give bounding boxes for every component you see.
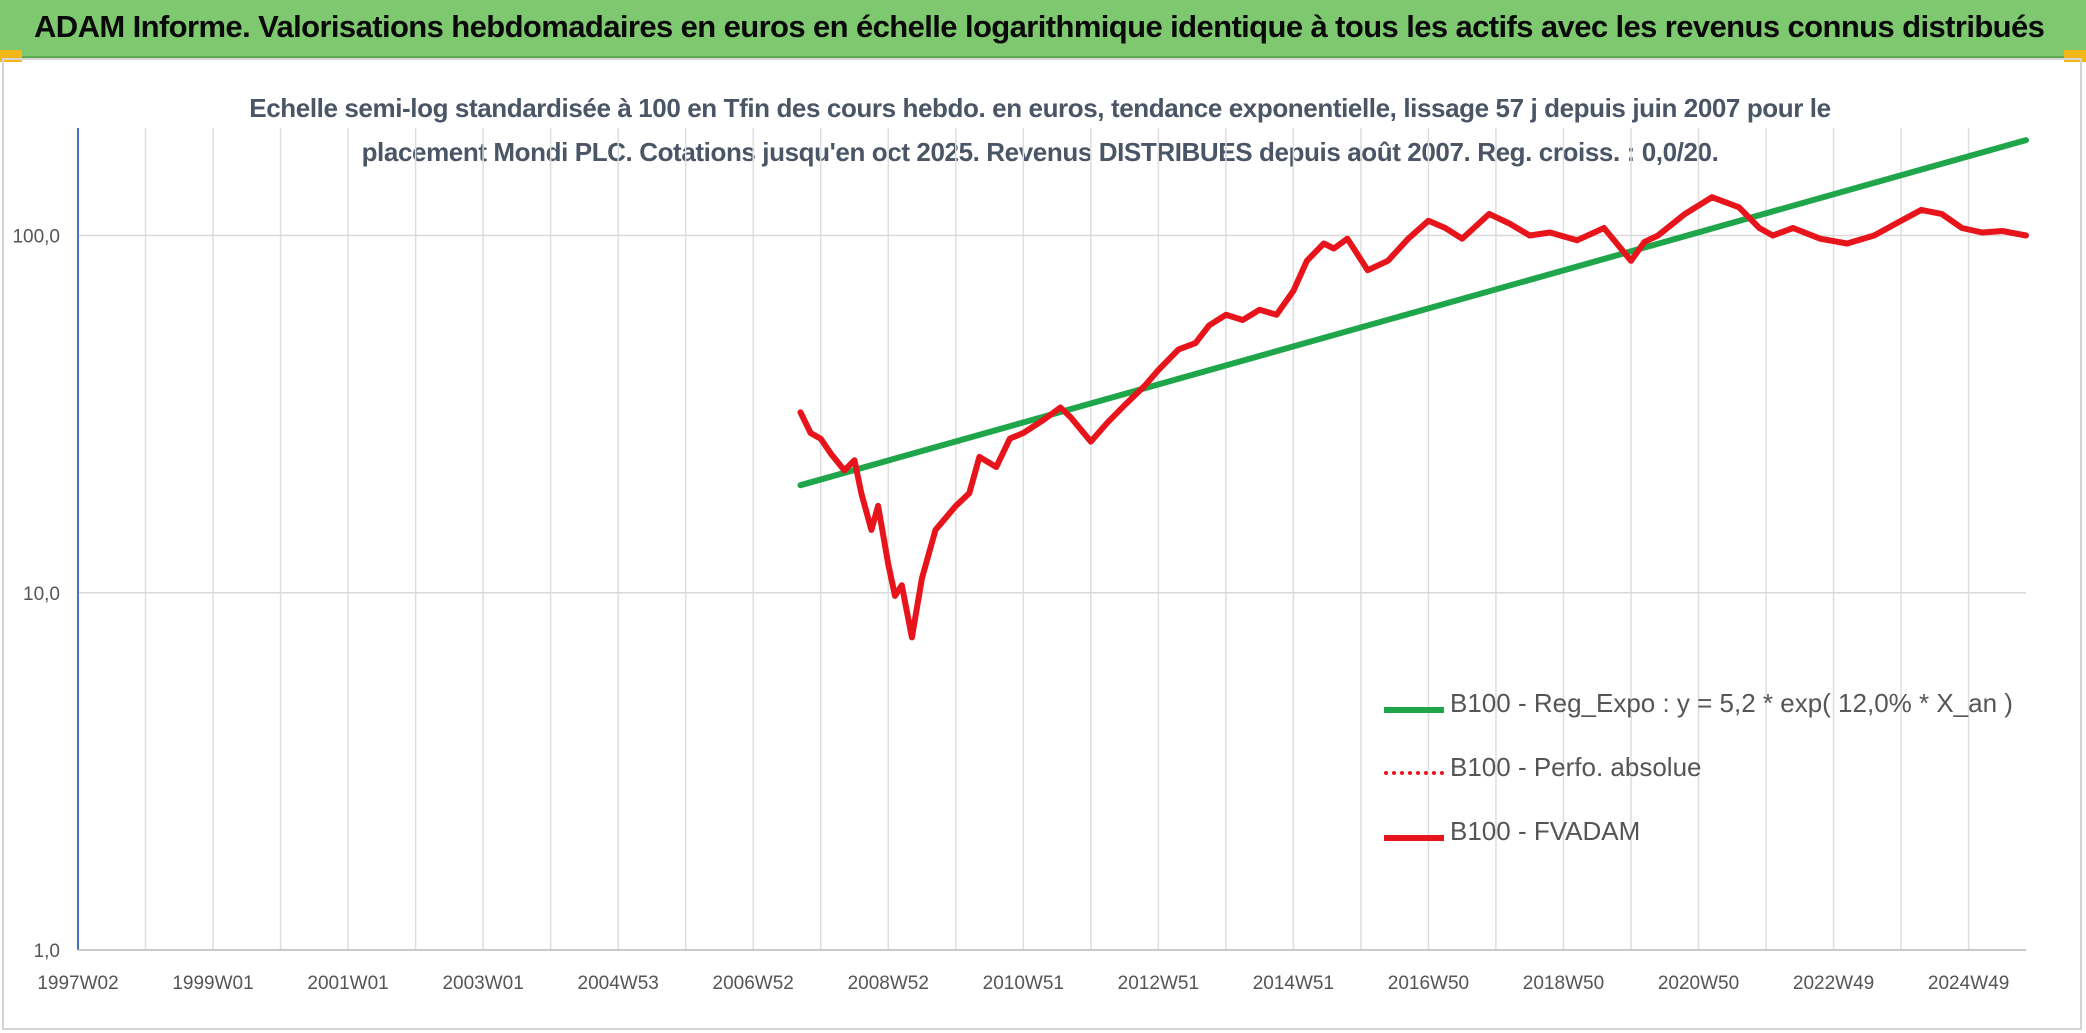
chart-subtitle-line2: placement Mondi PLC. Cotations jusqu'en … <box>361 137 1719 167</box>
legend-label-perfo: B100 - Perfo. absolue <box>1450 752 1702 782</box>
x-tick-label: 2001W01 <box>307 973 388 994</box>
x-tick-label: 2024W49 <box>1928 973 2009 994</box>
x-tick-label: 2016W50 <box>1388 973 1469 994</box>
x-tick-label: 2004W53 <box>578 973 659 994</box>
x-tick-label: 2003W01 <box>442 973 523 994</box>
x-tick-label: 2012W51 <box>1118 973 1199 994</box>
x-tick-label: 2008W52 <box>848 973 929 994</box>
x-tick-label: 2018W50 <box>1523 973 1604 994</box>
x-tick-label: 2014W51 <box>1253 973 1334 994</box>
x-tick-label: 2022W49 <box>1793 973 1874 994</box>
chart-subtitle: Echelle semi-log standardisée à 100 en T… <box>240 86 1840 174</box>
x-tick-label: 1999W01 <box>172 973 253 994</box>
title-banner: ADAM Informe. Valorisations hebdomadaire… <box>0 0 2086 58</box>
legend-swatch-fvadam <box>1384 835 1444 841</box>
legend-label-fvadam: B100 - FVADAM <box>1450 816 1641 846</box>
y-tick-label: 100,0 <box>12 227 60 248</box>
legend-label-regression: B100 - Reg_Expo : y = 5,2 * exp( 12,0% *… <box>1450 688 2013 718</box>
report-title: ADAM Informe. Valorisations hebdomadaire… <box>34 9 2045 44</box>
legend-swatch-perfo <box>1384 771 1444 775</box>
x-tick-label: 2010W51 <box>983 973 1064 994</box>
legend-swatch-regression <box>1384 707 1444 713</box>
y-tick-label: 10,0 <box>23 584 60 605</box>
y-tick-label: 1,0 <box>34 941 60 962</box>
x-tick-label: 2020W50 <box>1658 973 1739 994</box>
chart-subtitle-line1: Echelle semi-log standardisée à 100 en T… <box>249 93 1831 123</box>
series-regression-line <box>797 137 2029 489</box>
series-fvadam-line <box>797 194 2029 641</box>
x-tick-label: 1997W02 <box>37 973 118 994</box>
chart-frame <box>2 58 2082 1030</box>
x-tick-label: 2006W52 <box>713 973 794 994</box>
